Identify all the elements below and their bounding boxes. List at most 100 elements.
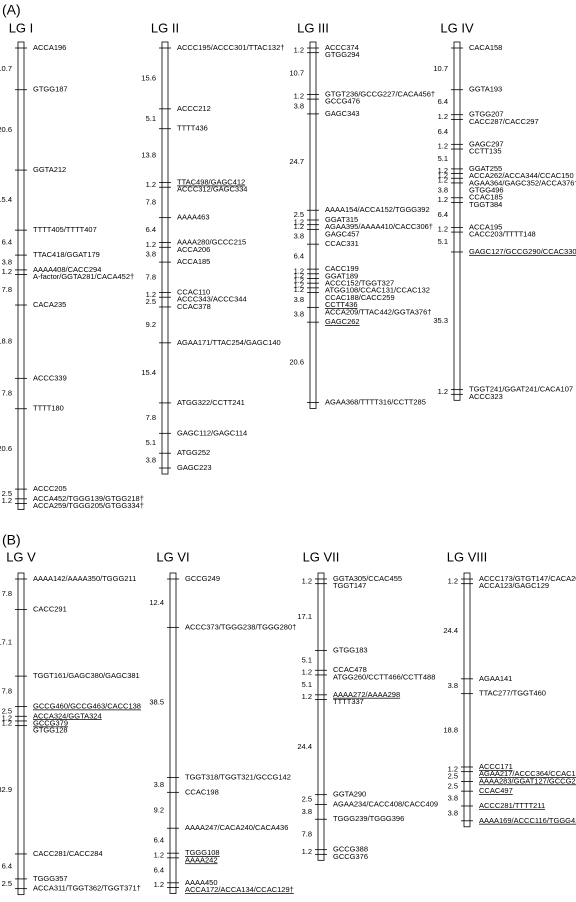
interval-distance: 1.2: [154, 880, 164, 889]
chromosome-bar: [169, 572, 177, 894]
marker-label: AGAA395/AAAA410/CACC306†: [325, 222, 433, 231]
chromosome-bar: [453, 41, 461, 401]
interval-distance: 5.1: [302, 680, 312, 689]
interval-distance: 5.1: [146, 438, 156, 447]
interval-distance: 1.2: [294, 45, 304, 54]
interval-distance: 1.2: [2, 714, 12, 723]
interval-distance: 3.8: [302, 807, 312, 816]
interval-distance: 32.9: [0, 785, 12, 794]
marker-label: ACCA206: [177, 245, 210, 254]
interval-distance: 1.2: [438, 112, 448, 121]
marker-label: ACCC374: [325, 43, 359, 52]
marker-label: ACCC195/ACCC301/TTAC132†: [177, 43, 284, 52]
interval-distance: 1.2: [302, 847, 312, 856]
marker-label: GGAT315: [325, 215, 358, 224]
interval-distance: 7.8: [2, 389, 12, 398]
marker-label: CACC281/CACC284: [33, 849, 103, 858]
marker-label: AAAA242: [185, 855, 218, 864]
interval-distance: 3.8: [448, 681, 458, 690]
marker-label: ACCA209/TTAC442/GGTA376†: [325, 307, 431, 316]
marker-label: AGAA141: [479, 674, 512, 683]
marker-label: AAAA450: [185, 878, 218, 887]
marker-label: GGTA305/CCAC455: [333, 574, 402, 583]
group-title: LG II: [151, 20, 179, 35]
interval-distance: 1.2: [302, 668, 312, 677]
marker-label: GTGG294: [325, 50, 360, 59]
marker-label: AGAA234/CACC408/CACC409: [333, 799, 438, 808]
marker-label: ACCC205: [33, 484, 67, 493]
linkage-group: LG VI GCCG249 ACCC373/TGGG238/TGGG280† 12.4…: [149, 549, 296, 894]
marker-label: TTTT337: [333, 697, 364, 706]
interval-distance: 1.2: [302, 692, 312, 701]
interval-distance: 35.3: [433, 316, 448, 325]
marker-label: CACA158: [469, 43, 502, 52]
group-title: LG I: [9, 20, 34, 35]
interval-distance: 7.8: [146, 197, 156, 206]
interval-distance: 3.8: [294, 295, 304, 304]
interval-distance: 3.8: [2, 257, 12, 266]
marker-label: AGAA364/GAGC352/ACCA376†: [469, 178, 576, 187]
marker-label: CCTT135: [469, 147, 502, 156]
interval-distance: 1.2: [294, 276, 304, 285]
interval-distance: 1.2: [438, 387, 448, 396]
marker-label: ACCC152/TGGT327: [325, 279, 394, 288]
marker-label: ACCA123/GAGC129: [479, 581, 549, 590]
marker-label: AAAA408/CACC294: [33, 265, 101, 274]
marker-label: GTGG187: [33, 85, 68, 94]
marker-label: CCTT436: [325, 300, 358, 309]
marker-label: CACC199: [325, 264, 359, 273]
interval-distance: 5.1: [438, 237, 448, 246]
marker-label: CCAC198: [185, 787, 219, 796]
interval-distance: 1.2: [2, 496, 12, 505]
interval-distance: 3.8: [448, 808, 458, 817]
marker-label: ACCA196: [33, 43, 66, 52]
interval-distance: 1.2: [154, 850, 164, 859]
marker-label: GTGT236/GCCG227/CACA456†: [325, 89, 435, 98]
chromosome-bar: [463, 572, 471, 828]
marker-label: GAGC127/GCCG290/CCAC330: [469, 247, 576, 256]
marker-label: ACCA172/ACCA134/CCAC129†: [185, 885, 294, 894]
interval-distance: 7.8: [2, 285, 12, 294]
marker-label: ATGG252: [177, 448, 210, 457]
marker-label: AAAA142/AAAA350/TGGG211: [33, 574, 136, 583]
interval-distance: 6.4: [2, 861, 12, 870]
interval-distance: 1.2: [146, 240, 156, 249]
marker-label: ACCC171: [479, 762, 513, 771]
marker-label: ACCC281/TTTT211: [479, 801, 545, 810]
interval-distance: 1.2: [294, 285, 304, 294]
interval-distance: 1.2: [146, 180, 156, 189]
marker-label: ATGG322/CCTT241: [177, 398, 245, 407]
marker-label: GGAT189: [325, 271, 358, 280]
marker-label: ACCA185: [177, 257, 210, 266]
marker-label: ACCA452/TGGG139/GTGG218†: [33, 494, 144, 503]
interval-distance: 1.2: [2, 718, 12, 727]
interval-distance: 7.8: [2, 686, 12, 695]
interval-distance: 6.4: [438, 127, 448, 136]
marker-label: TGGT384: [469, 200, 502, 209]
interval-distance: 3.8: [294, 101, 304, 110]
interval-distance: 1.2: [448, 764, 458, 773]
interval-distance: 24.7: [289, 157, 304, 166]
marker-label: TTTT405/TTTT407: [33, 225, 97, 234]
interval-distance: 2.5: [294, 210, 304, 219]
group-title: LG III: [297, 20, 329, 35]
linkage-group: LG IV CACA158 GGTA193 10.7 GTGG207 6.4 CACC287…: [433, 20, 576, 400]
interval-distance: 2.5: [448, 781, 458, 790]
interval-distance: 5.1: [438, 154, 448, 163]
interval-distance: 1.2: [294, 271, 304, 280]
marker-label: GCCG476: [325, 97, 360, 106]
marker-label: TTAC277/TGGT460: [479, 689, 546, 698]
interval-distance: 2.5: [2, 489, 12, 498]
interval-distance: 24.4: [297, 742, 312, 751]
marker-label: TGGT147: [333, 581, 366, 590]
interval-distance: 1.2: [294, 217, 304, 226]
marker-label: AGAA368/TTTT316/CCTT285: [325, 397, 426, 406]
interval-distance: 3.8: [154, 780, 164, 789]
interval-distance: 38.5: [149, 697, 164, 706]
panel-label: (B): [2, 532, 21, 548]
marker-label: GAGC457: [325, 229, 360, 238]
panel-label: (A): [2, 2, 21, 18]
interval-distance: 1.2: [438, 176, 448, 185]
interval-distance: 6.4: [154, 865, 164, 874]
